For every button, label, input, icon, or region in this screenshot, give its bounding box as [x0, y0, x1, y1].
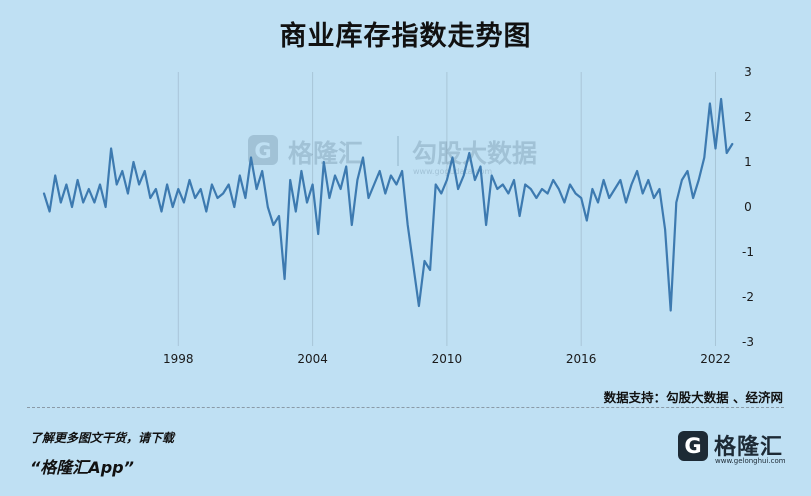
footer-tagline: 了解更多图文干货，请下载 [30, 431, 175, 445]
footer-divider [27, 407, 784, 408]
brand-g-icon: G [678, 431, 708, 461]
data-source-note: 数据支持：勾股大数据 、经济网 [603, 390, 783, 405]
brand-name: 格隆汇 [714, 435, 784, 460]
page-title: 商业库存指数走势图 [279, 21, 532, 52]
watermark-logo-letter: G [254, 139, 271, 163]
y-tick-label: 3 [744, 65, 752, 79]
x-tick-label: 2004 [297, 352, 328, 366]
x-tick-label: 2016 [566, 352, 597, 366]
watermark-url: www.gogudata.com [413, 167, 492, 176]
brand-domain: www.gelonghui.com [715, 457, 786, 465]
series-line [42, 97, 734, 312]
y-tick-label: -1 [742, 245, 754, 259]
x-tick-label: 2022 [700, 352, 731, 366]
footer-app-name: “格隆汇App” [30, 458, 134, 477]
y-tick-label: 0 [744, 200, 752, 214]
watermark-logo-icon [248, 135, 278, 165]
watermark-name: 格隆汇 [288, 139, 363, 168]
brand-logo: G 格隆汇 www.gelonghui.com [674, 425, 786, 471]
y-axis: 3 2 1 0 -1 -2 -3 [742, 65, 754, 349]
x-axis: 1998 2004 2010 2016 2022 [163, 352, 731, 366]
x-tick-label: 2010 [432, 352, 463, 366]
x-tick-label: 1998 [163, 352, 194, 366]
y-tick-label: -2 [742, 290, 754, 304]
watermark-tagline: 勾股大数据 [412, 139, 537, 168]
watermark: G 格隆汇 勾股大数据 www.gogudata.com [248, 135, 537, 176]
grid-lines [177, 72, 716, 346]
y-tick-label: 2 [744, 110, 752, 124]
y-tick-label: 1 [744, 155, 752, 169]
y-tick-label: -3 [742, 335, 754, 349]
